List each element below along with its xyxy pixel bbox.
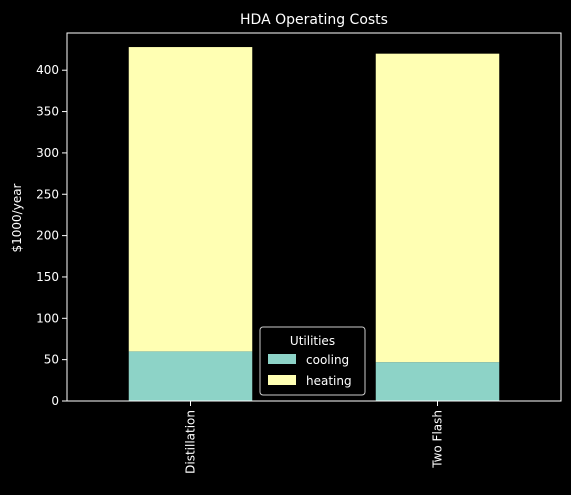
legend-swatch-heating [268,375,296,385]
bars-group [128,47,500,401]
legend-label-heating: heating [306,374,352,388]
y-tick-label-0: 0 [51,394,59,408]
y-tick-label-5: 250 [36,187,59,201]
y-axis-label: $1000/year [10,183,24,252]
plot-frame [66,32,562,402]
bar-cooling-0 [128,351,253,401]
bar-cooling-1 [375,362,500,401]
y-tick-label-6: 300 [36,146,59,160]
y-tick-label-4: 200 [36,229,59,243]
legend: Utilities cooling heating [259,326,366,396]
y-tick-label-1: 50 [44,353,59,367]
legend-title: Utilities [290,334,335,348]
y-tick-label-3: 150 [36,270,59,284]
legend-label-cooling: cooling [306,353,349,367]
x-tick-label-1: Two Flash [431,410,445,469]
y-axis-ticks: 0 50 100 150 200 250 300 350 400 [36,63,67,408]
x-tick-label-0: Distillation [184,410,198,474]
x-axis-ticks: Distillation Two Flash [184,401,445,474]
chart-title: HDA Operating Costs [240,12,388,28]
bar-heating-1 [375,53,500,363]
bar-heating-0 [128,47,253,352]
y-tick-label-8: 400 [36,63,59,77]
legend-swatch-cooling [268,354,296,364]
y-tick-label-2: 100 [36,311,59,325]
y-tick-label-7: 350 [36,105,59,119]
